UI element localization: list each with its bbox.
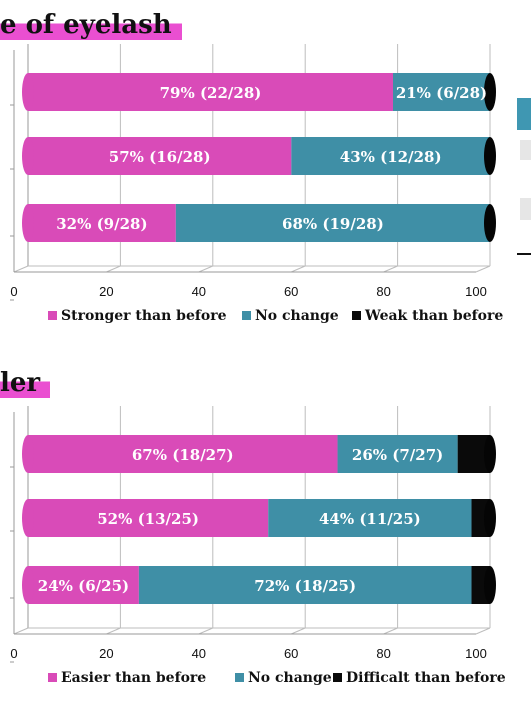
legend-label: No change: [255, 308, 339, 324]
floor-gridline: [291, 265, 306, 273]
data-label: 43% (12/28): [340, 148, 442, 166]
x-tick-label: 60: [284, 646, 298, 661]
floor-gridline: [475, 265, 491, 273]
bar-segment: [28, 137, 292, 175]
floor-gridline: [13, 265, 29, 273]
legend-label: Weak than before: [364, 308, 503, 324]
legend-swatch: [352, 311, 361, 320]
x-tick-label: 0: [10, 284, 17, 299]
legend-swatch: [48, 673, 57, 682]
bar-end-cap: [484, 499, 496, 537]
floor-gridline: [383, 265, 398, 273]
x-tick-label: 0: [10, 646, 17, 661]
bar-segment: [28, 566, 139, 604]
stacked-bar-chart-eyelash: 79% (22/28) 21% (6/28) 57% (16/28) 43% (12/…: [10, 44, 503, 324]
bar-left-cap: [22, 73, 34, 111]
legend-swatch: [242, 311, 251, 320]
bar-left-cap: [22, 566, 34, 604]
adjacent-panel-teal-block: [517, 98, 531, 130]
bar-left-cap: [22, 435, 34, 473]
floor-gridline: [198, 627, 213, 635]
data-label: 79% (22/28): [160, 84, 262, 102]
x-tick-label: 40: [192, 284, 206, 299]
x-tick-label: 20: [99, 284, 113, 299]
bar-segment: [138, 566, 472, 604]
data-label: 67% (18/27): [132, 446, 234, 464]
x-tick-label: 80: [376, 646, 390, 661]
data-label: 32% (9/28): [56, 215, 147, 233]
legend-swatch: [333, 673, 342, 682]
legend-label: No change: [248, 670, 332, 686]
bar-left-cap: [22, 137, 34, 175]
stacked-bar-chart-second: 67% (18/27) 26% (7/27) 52% (13/25) 44% (11/…: [10, 406, 506, 686]
x-tick-label: 100: [465, 646, 487, 661]
bar-end-cap: [484, 566, 496, 604]
x-tick-label: 40: [192, 646, 206, 661]
data-label: 72% (18/25): [254, 577, 356, 595]
bars: 79% (22/28) 21% (6/28) 57% (16/28) 43% (12/…: [22, 73, 496, 242]
bar-segment: [175, 204, 490, 242]
legend-swatch: [235, 673, 244, 682]
data-label: 68% (19/28): [282, 215, 384, 233]
floor-gridline: [13, 627, 29, 635]
data-label: 52% (13/25): [97, 510, 199, 528]
data-label: 57% (16/28): [109, 148, 211, 166]
bar-segment: [28, 73, 393, 111]
floor-gridline: [198, 265, 213, 273]
bar-segment: [291, 137, 490, 175]
floor-gridline: [106, 627, 121, 635]
adjacent-panel-gray-block: [520, 198, 531, 220]
bar-segment: [28, 499, 269, 537]
legend-swatch: [48, 311, 57, 320]
legend: Stronger than before No change Weak than b…: [48, 308, 503, 324]
data-label: 44% (11/25): [319, 510, 421, 528]
x-tick-labels: 0 20 40 60 80 100: [10, 284, 486, 299]
legend-label: Easier than before: [61, 670, 206, 686]
axis-frame: [10, 406, 490, 663]
bar-end-cap: [484, 435, 496, 473]
bar-end-cap: [484, 137, 496, 175]
x-tick-label: 60: [284, 284, 298, 299]
bar-segment: [268, 499, 472, 537]
legend: Easier than before No change Difficalt tha…: [48, 670, 506, 686]
chart-title-second: ler: [0, 368, 51, 398]
bar-left-cap: [22, 499, 34, 537]
bar-segment: [392, 73, 490, 111]
data-label: 24% (6/25): [38, 577, 129, 595]
x-tick-label: 80: [376, 284, 390, 299]
floor-gridline: [106, 265, 121, 273]
legend-label: Difficalt than before: [346, 670, 506, 686]
floor-gridline: [475, 627, 491, 635]
legend-label: Stronger than before: [61, 308, 227, 324]
floor-gridline: [383, 627, 398, 635]
bar-left-cap: [22, 204, 34, 242]
x-tick-label: 100: [465, 284, 487, 299]
chart-title-eyelash: e of eyelash: [0, 10, 182, 40]
bar-end-cap: [484, 204, 496, 242]
data-label: 26% (7/27): [352, 446, 443, 464]
x-tick-labels: 0 20 40 60 80 100: [10, 646, 486, 661]
floor-gridline: [291, 627, 306, 635]
bar-end-cap: [484, 73, 496, 111]
bar-segment: [28, 435, 338, 473]
bar-segment: [28, 204, 176, 242]
bar-segment: [337, 435, 458, 473]
adjacent-panel-gray-block: [520, 140, 531, 160]
adjacent-panel-rule: [517, 253, 531, 255]
data-label: 21% (6/28): [396, 84, 487, 102]
bars: 67% (18/27) 26% (7/27) 52% (13/25) 44% (11/…: [22, 435, 496, 604]
x-tick-label: 20: [99, 646, 113, 661]
